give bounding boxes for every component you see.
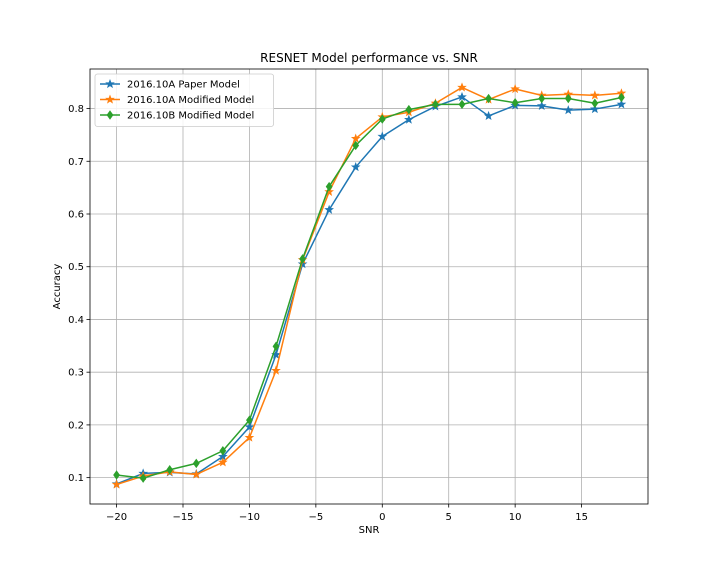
y-tick-label: 0.4 <box>68 315 84 326</box>
series-1-point <box>563 105 574 115</box>
series-1-point <box>457 91 467 102</box>
series-3-point <box>352 140 360 151</box>
legend-label-3: 2016.10B Modified Model <box>127 111 254 122</box>
series-2-point <box>324 186 334 196</box>
legend-label-1: 2016.10A Paper Model <box>127 80 240 91</box>
x-tick-label: −15 <box>172 512 193 523</box>
series-3-point <box>458 99 466 110</box>
x-tick-label: 10 <box>509 512 522 523</box>
y-tick-label: 0.6 <box>68 210 84 221</box>
x-tick-label: 15 <box>575 512 588 523</box>
series-3-point <box>113 470 120 480</box>
y-tick-label: 0.2 <box>68 420 84 431</box>
series-3-point <box>511 98 519 108</box>
series-2-point <box>350 133 361 143</box>
series-layer <box>111 82 627 489</box>
series-1-point <box>297 259 308 269</box>
chart-title: RESNET Model performance vs. SNR <box>260 51 478 65</box>
x-tick-label: −20 <box>106 512 127 523</box>
series-line-3 <box>116 96 622 479</box>
series-3-point <box>325 181 333 192</box>
x-tick-label: −10 <box>239 512 260 523</box>
series-2-point <box>218 457 228 467</box>
series-3-point <box>139 473 147 483</box>
series-2-point <box>271 365 281 375</box>
legend-marker-2 <box>105 94 115 104</box>
series-3-point <box>299 254 306 264</box>
series-2-point <box>457 82 467 92</box>
series-1-point <box>483 110 494 121</box>
plot-area-frame <box>89 68 649 505</box>
legend: 2016.10A Paper Model 2016.10A Modified Mo… <box>94 73 275 127</box>
series-3-point <box>405 104 413 115</box>
y-tick-label: 0.5 <box>68 262 84 273</box>
series-3-point <box>591 98 599 108</box>
series-1-point <box>590 104 600 114</box>
series-2-point <box>590 90 600 100</box>
x-axis-title: SNR <box>359 525 380 536</box>
series-1-point <box>616 99 627 109</box>
legend-label-2: 2016.10A Modified Model <box>127 95 254 106</box>
x-tick-label: 0 <box>379 512 385 523</box>
series-3-point <box>378 114 386 124</box>
series-3-point <box>564 93 572 104</box>
series-1-point <box>350 162 361 172</box>
tick-layer: −20 −15 −10 −5 0 5 10 15 0.1 0.2 0.3 0.4 0.5 0.6 0.7 0.… <box>68 104 588 523</box>
series-3-point <box>192 458 200 469</box>
y-tick-label: 0.7 <box>68 157 84 168</box>
legend-marker-1 <box>105 78 115 89</box>
series-1-point <box>377 131 388 141</box>
series-3-point <box>166 465 174 475</box>
series-3-point <box>485 93 492 104</box>
y-tick-label: 0.8 <box>68 104 84 115</box>
x-tick-label: 5 <box>446 512 452 523</box>
series-3-point <box>246 415 253 425</box>
series-1-point <box>244 421 255 432</box>
series-3-point <box>618 92 625 103</box>
series-2-point <box>191 469 202 479</box>
series-3-point <box>272 341 280 352</box>
series-2-point <box>244 432 255 442</box>
series-3-point <box>538 93 546 104</box>
x-tick-label: −5 <box>308 512 323 523</box>
series-3-point <box>219 446 227 456</box>
legend-marker-3 <box>106 110 114 120</box>
series-2-point <box>111 479 122 489</box>
series-1-point <box>404 114 414 124</box>
legend-box <box>94 73 275 127</box>
grid <box>90 69 648 504</box>
series-1-point <box>536 100 547 111</box>
series-line-2 <box>116 86 622 486</box>
y-tick-label: 0.3 <box>68 368 84 379</box>
series-3-point <box>432 99 439 110</box>
series-1-point <box>324 204 334 214</box>
y-axis-title: Accuracy <box>52 264 63 310</box>
series-2-point <box>510 83 520 94</box>
series-line-1 <box>116 96 622 485</box>
y-tick-label: 0.1 <box>68 473 84 484</box>
